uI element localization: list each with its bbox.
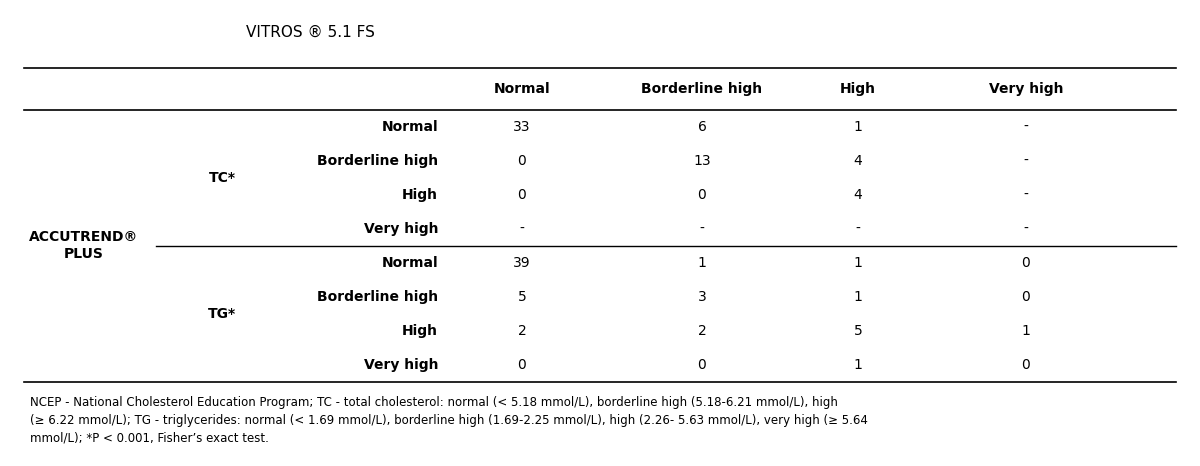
Text: 1: 1 (853, 289, 863, 304)
Text: High: High (402, 187, 438, 202)
Text: ACCUTREND®
PLUS: ACCUTREND® PLUS (29, 231, 139, 260)
Text: 33: 33 (514, 119, 530, 134)
Text: 1: 1 (853, 255, 863, 270)
Text: High: High (402, 323, 438, 338)
Text: NCEP - National Cholesterol Education Program; TC - total cholesterol: normal (<: NCEP - National Cholesterol Education Pr… (30, 396, 868, 445)
Text: -: - (1024, 221, 1028, 236)
Text: Very high: Very high (989, 82, 1063, 96)
Text: Borderline high: Borderline high (317, 289, 438, 304)
Text: -: - (1024, 119, 1028, 134)
Text: 0: 0 (1021, 255, 1031, 270)
Text: 1: 1 (697, 255, 707, 270)
Text: 0: 0 (697, 187, 707, 202)
Text: Normal: Normal (382, 255, 438, 270)
Text: -: - (1024, 153, 1028, 168)
Text: 0: 0 (517, 187, 527, 202)
Text: -: - (520, 221, 524, 236)
Text: 0: 0 (1021, 357, 1031, 372)
Text: 0: 0 (517, 357, 527, 372)
Text: 0: 0 (697, 357, 707, 372)
Text: 5: 5 (517, 289, 527, 304)
Text: 39: 39 (514, 255, 530, 270)
Text: 1: 1 (853, 119, 863, 134)
Text: 4: 4 (853, 187, 863, 202)
Text: Very high: Very high (364, 221, 438, 236)
Text: -: - (700, 221, 704, 236)
Text: Borderline high: Borderline high (317, 153, 438, 168)
Text: 5: 5 (853, 323, 863, 338)
Text: 2: 2 (517, 323, 527, 338)
Text: 4: 4 (853, 153, 863, 168)
Text: 0: 0 (517, 153, 527, 168)
Text: -: - (856, 221, 860, 236)
Text: VITROS ® 5.1 FS: VITROS ® 5.1 FS (246, 25, 374, 40)
Text: 1: 1 (853, 357, 863, 372)
Text: Normal: Normal (493, 82, 551, 96)
Text: Borderline high: Borderline high (642, 82, 762, 96)
Text: TG*: TG* (208, 307, 236, 321)
Text: 3: 3 (697, 289, 707, 304)
Text: 6: 6 (697, 119, 707, 134)
Text: 13: 13 (694, 153, 710, 168)
Text: 0: 0 (1021, 289, 1031, 304)
Text: TC*: TC* (209, 171, 235, 185)
Text: Normal: Normal (382, 119, 438, 134)
Text: 2: 2 (697, 323, 707, 338)
Text: Very high: Very high (364, 357, 438, 372)
Text: -: - (1024, 187, 1028, 202)
Text: High: High (840, 82, 876, 96)
Text: 1: 1 (1021, 323, 1031, 338)
